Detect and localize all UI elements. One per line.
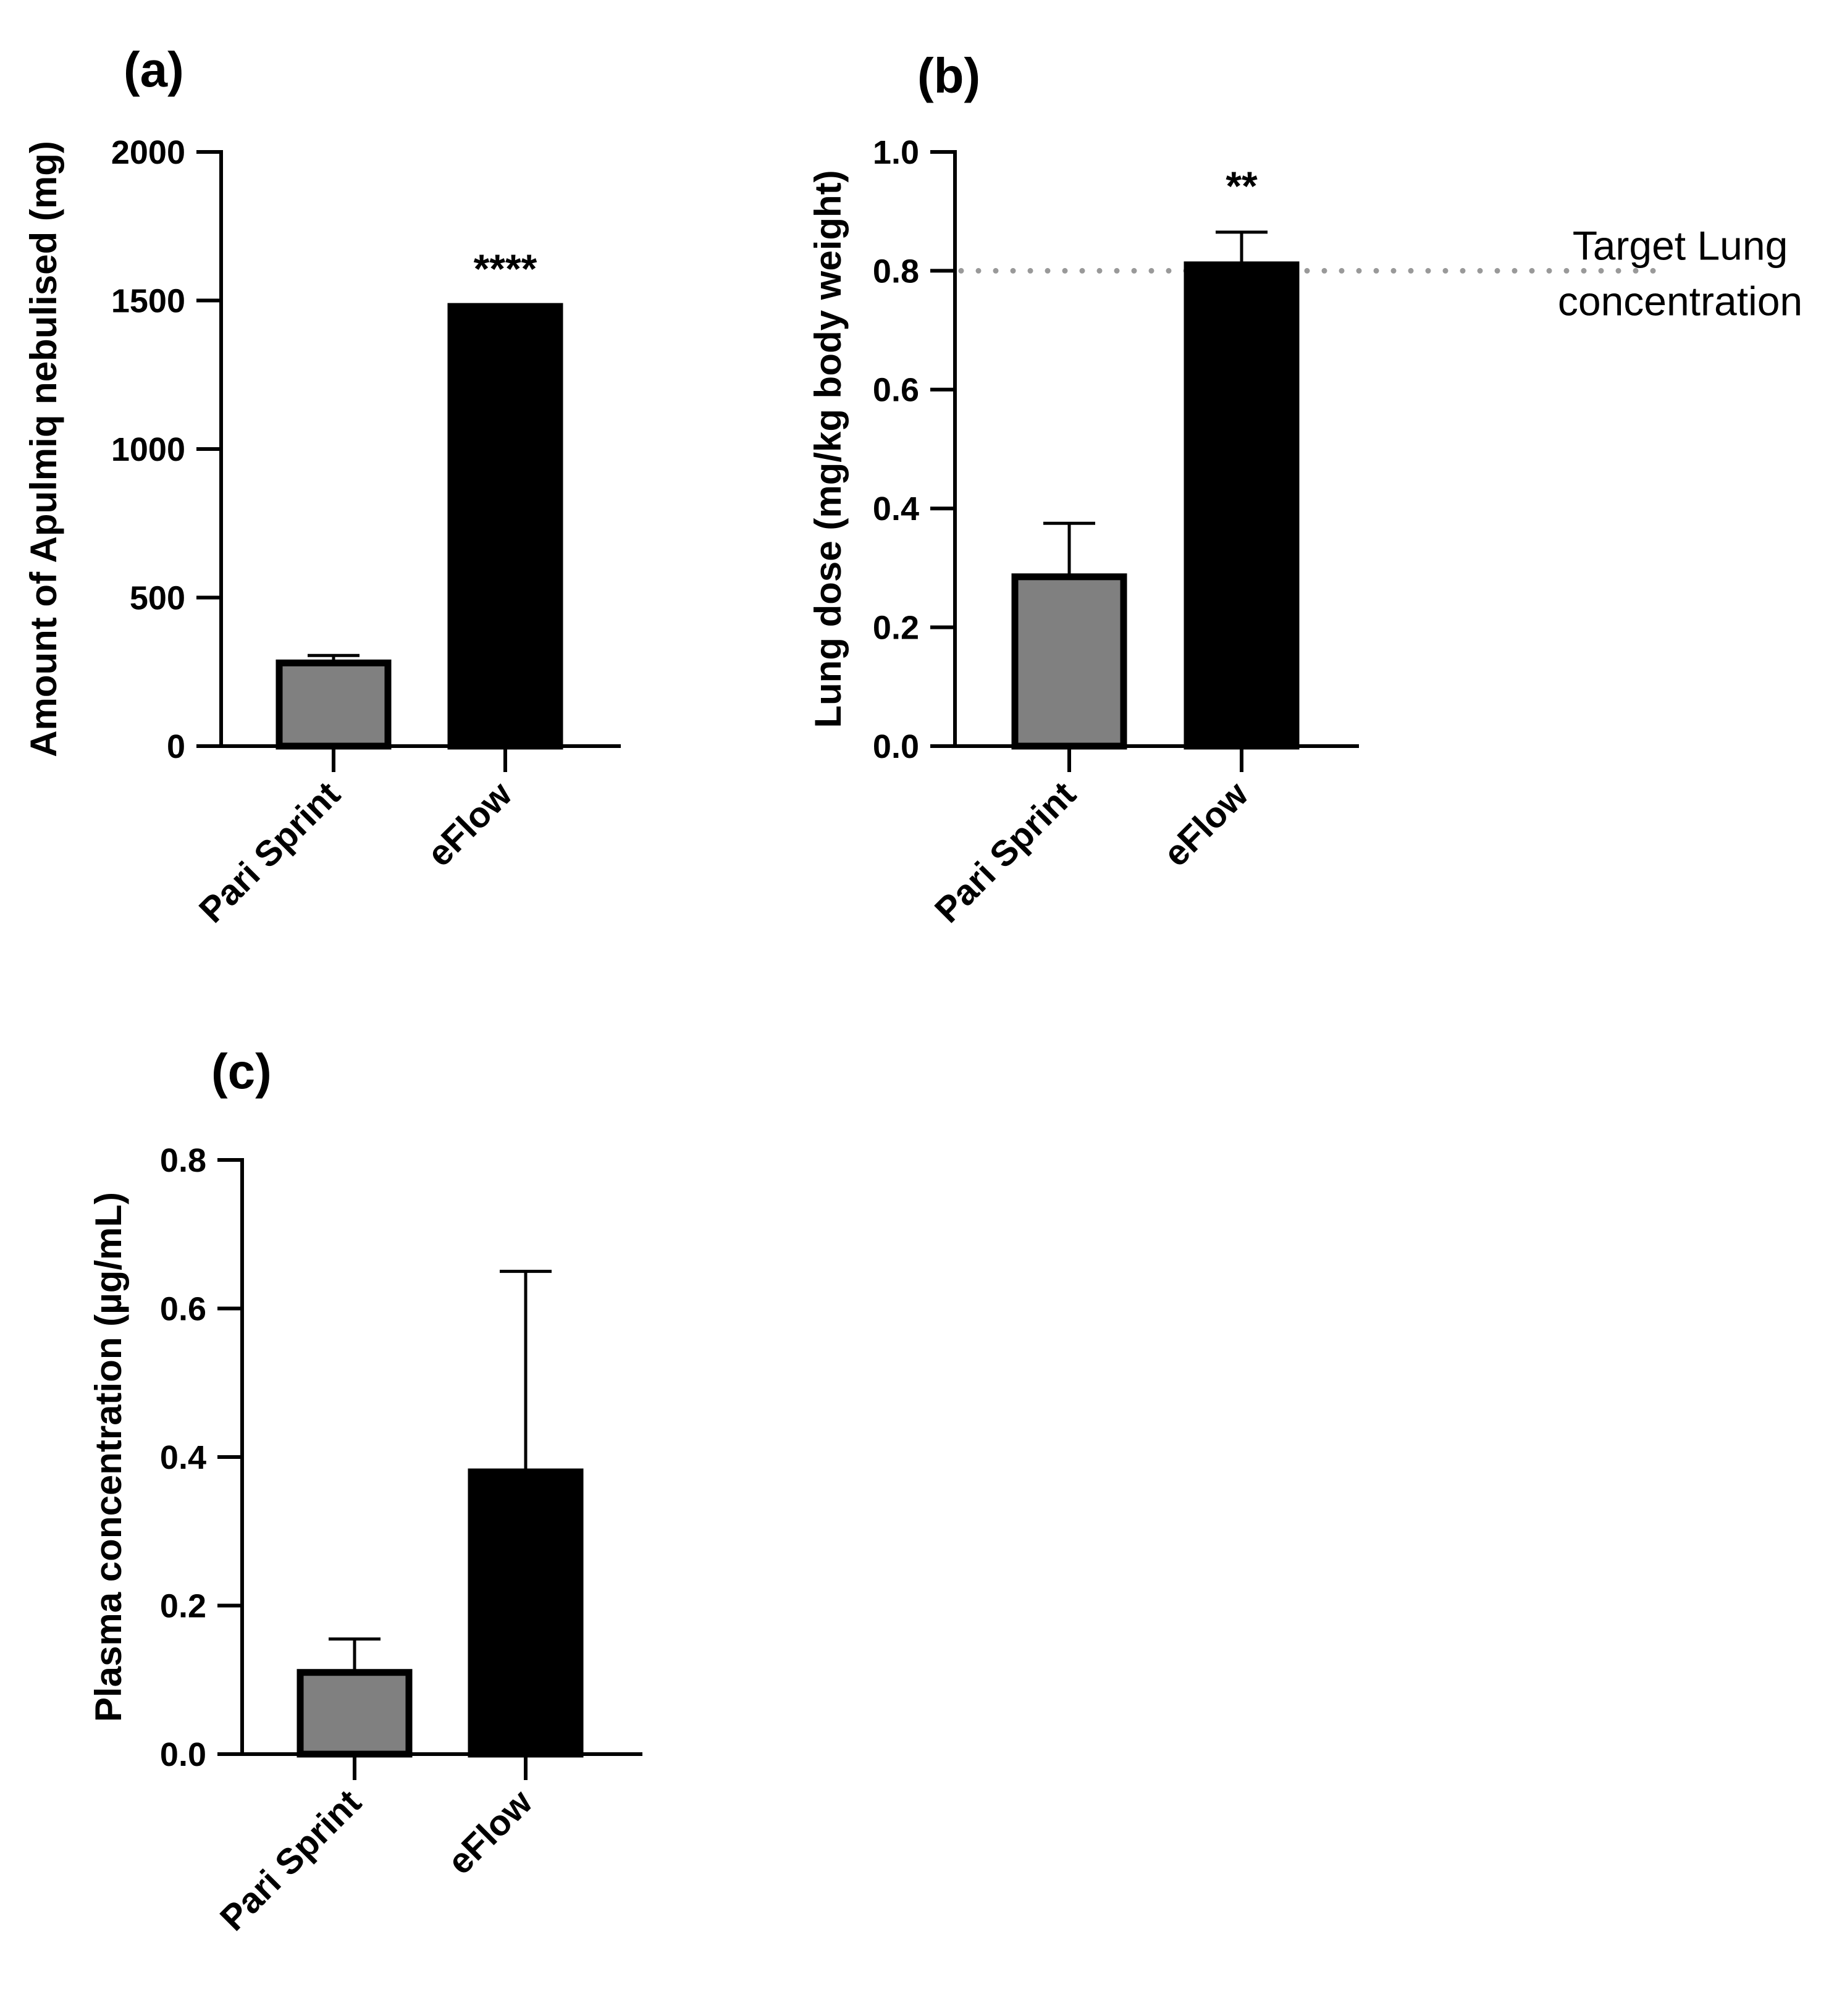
panel-a-x-label: eFlow — [419, 774, 520, 875]
panel-c-x-label: Pari Sprint — [212, 1782, 369, 1938]
panel-b-bar-pari-sprint — [1011, 573, 1127, 750]
panel-b-target-label-line2: concentration — [1558, 278, 1802, 324]
panel-b-significance: ** — [1226, 163, 1258, 209]
panel-b-x-label: eFlow — [1156, 774, 1256, 875]
panel-a-significance: **** — [474, 246, 537, 292]
panel-b-y-tick-label: 1.0 — [873, 134, 919, 171]
panel-c-y-tick-label: 0.4 — [160, 1439, 206, 1476]
panel-b-x-label: Pari Sprint — [927, 774, 1083, 930]
panel-c-y-axis-title: Plasma concentration (µg/mL) — [88, 1192, 129, 1722]
panel-a-y-tick-label: 1000 — [111, 431, 185, 468]
panel-c-label: (c) — [211, 1044, 272, 1099]
panel-a-y-tick-label: 1500 — [111, 282, 185, 319]
panel-b-label: (b) — [917, 48, 980, 103]
panel-b-y-tick-label: 0.8 — [873, 253, 919, 290]
panel-a-y-axis-title: Amount of Apulmiq nebulised (mg) — [23, 141, 64, 757]
panel-c-bar-pari-sprint — [296, 1669, 413, 1758]
panel-c: (c) Plasma concentration (µg/mL) Pari Spri… — [88, 1044, 642, 1939]
panel-a-y-tick-label: 2000 — [111, 134, 185, 171]
panel-c-y-tick-label: 0.8 — [160, 1142, 206, 1179]
panel-b-y-tick-label: 0.2 — [873, 610, 919, 647]
panel-a-bar-pari-sprint — [275, 659, 392, 750]
panel-a-y-tick-label: 0 — [167, 728, 185, 765]
panel-a: (a) Amount of Apulmiq nebulised (mg) Pari … — [23, 42, 621, 931]
panel-b: (b) Lung dose (mg/kg body weight) Target L… — [807, 48, 1802, 931]
panel-c-y-tick-label: 0.6 — [160, 1290, 206, 1327]
panel-b-target-label-line1: Target Lung — [1573, 222, 1788, 268]
panel-a-y-tick-label: 500 — [130, 579, 185, 616]
panel-b-bar-eflow — [1184, 261, 1300, 750]
panel-c-bar-eflow — [468, 1468, 584, 1758]
panel-b-y-tick-label: 0.6 — [873, 372, 919, 409]
panel-c-x-label: eFlow — [440, 1782, 540, 1883]
panel-a-bar-eflow — [447, 303, 563, 750]
panel-b-y-tick-label: 0.0 — [873, 728, 919, 765]
panel-b-y-axis-title: Lung dose (mg/kg body weight) — [807, 170, 849, 728]
panel-a-x-label: Pari Sprint — [191, 774, 348, 930]
panel-a-label: (a) — [124, 42, 184, 97]
panel-c-y-tick-label: 0.0 — [160, 1736, 206, 1773]
panel-b-y-tick-label: 0.4 — [873, 490, 919, 527]
panel-c-y-tick-label: 0.2 — [160, 1587, 206, 1624]
